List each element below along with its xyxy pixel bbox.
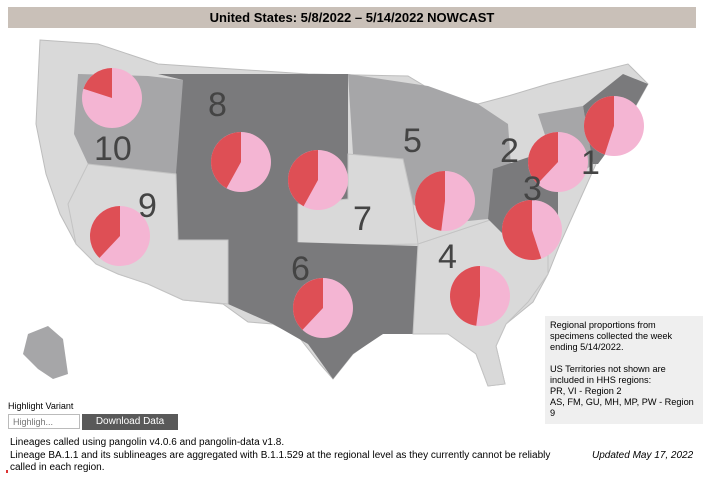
region-label-1: 1 <box>581 144 600 182</box>
info-box: Regional proportions from specimens coll… <box>545 316 703 424</box>
alaska-shape <box>23 326 68 379</box>
pie-layer <box>82 68 644 338</box>
pie-region-1-other <box>584 96 614 155</box>
pie-region-8-other <box>211 132 241 189</box>
highlight-variant-input[interactable] <box>8 414 80 429</box>
updated-date: Updated May 17, 2022 <box>592 450 694 461</box>
map-title: United States: 5/8/2022 – 5/14/2022 NOWC… <box>8 7 696 28</box>
region-label-10: 10 <box>94 130 132 168</box>
pie-region-2-other <box>527 132 558 184</box>
highlight-variant-label: Highlight Variant <box>8 401 74 411</box>
download-data-button[interactable]: Download Data <box>82 414 178 430</box>
region-label-6: 6 <box>291 250 310 288</box>
us-map: 10 8 9 7 6 5 4 3 2 1 <box>8 34 704 426</box>
pie-region-3-other <box>502 200 542 260</box>
pie-region-7-other <box>288 150 318 207</box>
info-text-2: US Territories not shown are included in… <box>550 363 694 419</box>
region-label-9: 9 <box>138 187 157 225</box>
map-svg <box>23 39 649 387</box>
region-label-5: 5 <box>403 122 422 160</box>
pie-region-6-other <box>293 278 323 330</box>
footer-line-1: Lineages called using pangolin v4.0.6 an… <box>10 437 285 448</box>
region-5-shape <box>348 74 513 224</box>
pie-region-10-other <box>83 68 112 98</box>
footer-notes: Lineages called using pangolin v4.0.6 an… <box>10 437 570 475</box>
pie-region-4-other <box>450 266 480 326</box>
region-label-3: 3 <box>523 170 542 208</box>
region-label-2: 2 <box>500 132 519 170</box>
pie-region-5-other <box>415 171 445 231</box>
footer-line-2: Lineage BA.1.1 and its sublineages are a… <box>10 449 551 474</box>
info-text-1: Regional proportions from specimens coll… <box>550 320 673 353</box>
region-label-8: 8 <box>208 86 227 124</box>
pie-region-9-other <box>89 206 120 258</box>
region-label-4: 4 <box>438 238 457 276</box>
region-label-7: 7 <box>353 200 372 238</box>
red-dot-mark <box>6 470 8 473</box>
